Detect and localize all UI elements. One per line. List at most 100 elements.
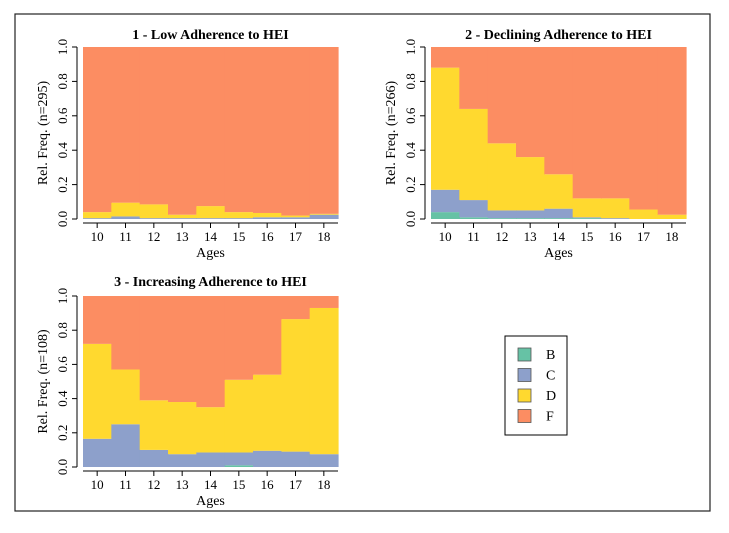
x-tick-label: 14 <box>204 229 218 244</box>
bar-segment-C-16 <box>253 217 282 219</box>
legend-swatch <box>517 409 532 423</box>
x-tick-label: 11 <box>119 477 132 492</box>
y-axis-label: Rel. Freq. (n=295) <box>36 81 51 186</box>
bar-segment-D-14 <box>196 407 226 453</box>
bar-segment-B-14 <box>544 218 574 219</box>
bar-segment-B-11 <box>459 217 489 219</box>
bar-segment-C-12 <box>139 449 169 467</box>
bar-segment-F-15 <box>224 47 254 213</box>
y-tick-label: 0.6 <box>403 107 418 124</box>
bar-segment-D-10 <box>83 212 112 219</box>
y-tick-label: 0.0 <box>55 211 70 227</box>
bar-segment-D-18 <box>309 307 339 455</box>
bar-segment-F-13 <box>168 296 197 403</box>
x-tick-label: 10 <box>91 477 104 492</box>
x-tick-label: 13 <box>524 229 537 244</box>
bar-segment-C-13 <box>168 218 197 219</box>
bar-segment-F-12 <box>139 296 169 401</box>
y-tick-label: 0.8 <box>55 322 70 338</box>
bar-segment-C-18 <box>309 214 339 219</box>
bar-segment-D-13 <box>516 157 545 211</box>
x-tick-label: 15 <box>580 229 593 244</box>
x-tick-label: 15 <box>232 229 245 244</box>
y-tick-label: 0.8 <box>403 73 418 89</box>
bar-segment-F-10 <box>431 47 460 68</box>
x-tick-label: 12 <box>495 229 508 244</box>
bar-segment-F-16 <box>253 296 282 375</box>
bar-segment-C-16 <box>601 218 630 219</box>
bar-segment-D-11 <box>459 108 489 201</box>
legend-item-C: C <box>517 368 555 384</box>
bar-segment-F-10 <box>83 47 112 213</box>
legend-label: C <box>546 369 555 384</box>
bar-segment-C-17 <box>281 451 311 467</box>
x-tick-label: 17 <box>289 229 303 244</box>
y-tick-label: 0.0 <box>403 211 418 227</box>
x-tick-label: 12 <box>147 229 160 244</box>
x-axis-label: Ages <box>196 494 225 509</box>
bar-segment-F-11 <box>111 47 141 203</box>
x-axis-label: Ages <box>196 246 225 261</box>
legend-box <box>504 335 568 436</box>
bar-segment-C-15 <box>572 217 602 219</box>
bar-segment-C-13 <box>168 454 197 467</box>
bar-segment-C-10 <box>83 438 112 467</box>
bar-segment-F-13 <box>516 47 545 158</box>
bar-segment-C-15 <box>224 452 254 466</box>
bar-segment-C-17 <box>281 217 311 219</box>
bar-segment-D-17 <box>281 319 311 452</box>
bar-segment-C-11 <box>111 424 141 467</box>
legend-item-B: B <box>517 347 555 363</box>
x-tick-label: 11 <box>119 229 132 244</box>
x-tick-label: 15 <box>232 477 245 492</box>
x-tick-label: 16 <box>609 229 623 244</box>
bar-segment-D-16 <box>253 374 282 451</box>
bar-segment-D-14 <box>196 206 226 219</box>
bar-segment-F-17 <box>629 47 659 210</box>
bar-segment-B-15 <box>572 218 602 219</box>
panel-3: 0.0 0.2 0.4 0.6 0.8 1.0 10 11 12 13 14 15 16 17 18 3 - … <box>36 275 339 509</box>
bar-segment-D-11 <box>111 202 141 217</box>
bar-segment-F-14 <box>196 47 226 207</box>
x-tick-label: 10 <box>439 229 452 244</box>
bar-segment-C-14 <box>196 452 226 467</box>
bar-segment-F-16 <box>601 47 630 199</box>
y-axis-label: Rel. Freq. (n=108) <box>36 329 51 434</box>
bar-segment-D-17 <box>629 209 659 219</box>
legend-item-F: F <box>517 409 554 425</box>
bar-segment-D-15 <box>224 212 254 219</box>
bar-segment-C-11 <box>111 216 141 219</box>
bar-segment-C-11 <box>459 200 489 218</box>
bar-segment-F-10 <box>83 296 112 344</box>
bar-segment-C-16 <box>253 450 282 467</box>
x-tick-label: 12 <box>147 477 160 492</box>
x-tick-label: 13 <box>176 229 189 244</box>
y-axis-label: Rel. Freq. (n=266) <box>384 81 399 186</box>
bar-segment-D-11 <box>111 369 141 425</box>
x-tick-label: 14 <box>204 477 218 492</box>
bar-segment-D-15 <box>572 198 602 218</box>
bar-segment-F-11 <box>459 47 489 109</box>
legend-item-D: D <box>517 388 556 404</box>
bar-segment-F-17 <box>281 47 311 216</box>
panels: 0.0 0.2 0.4 0.6 0.8 1.0 10 11 12 13 14 15 16 17 18 1 - … <box>36 28 687 509</box>
x-tick-label: 16 <box>261 229 275 244</box>
legend-swatch <box>517 388 532 403</box>
bar-segment-F-14 <box>196 296 226 408</box>
y-tick-label: 0.4 <box>403 142 418 159</box>
bar-segment-D-12 <box>139 400 169 450</box>
bar-segment-C-12 <box>487 210 517 219</box>
x-tick-label: 17 <box>289 477 303 492</box>
x-tick-label: 17 <box>637 229 651 244</box>
bar-segment-F-15 <box>572 47 602 199</box>
bar-segment-D-12 <box>487 143 517 211</box>
bar-segment-F-15 <box>224 296 254 380</box>
bar-segment-C-18 <box>309 454 339 467</box>
bar-segment-D-10 <box>83 343 112 439</box>
legend-label: D <box>546 389 556 404</box>
x-tick-label: 14 <box>552 229 566 244</box>
y-tick-label: 0.6 <box>55 107 70 124</box>
legend-label: F <box>546 410 554 425</box>
